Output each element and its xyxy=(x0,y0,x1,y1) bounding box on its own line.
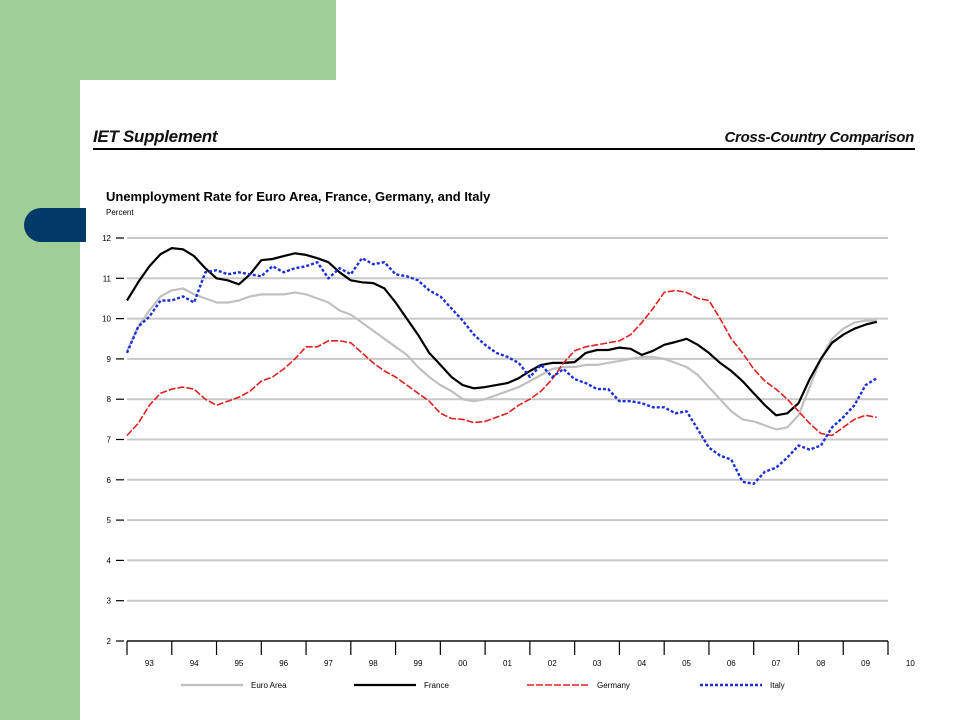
legend-label-euro-area: Euro Area xyxy=(251,681,287,690)
series-line-italy xyxy=(125,257,878,485)
y-tick-label: 9 xyxy=(107,355,112,364)
x-tick-label: 97 xyxy=(324,659,333,668)
x-tick-label: 93 xyxy=(145,659,154,668)
slide-tab-marker xyxy=(24,208,86,242)
x-tick-label: 03 xyxy=(593,659,602,668)
legend-label-france: France xyxy=(424,681,449,690)
x-tick-label: 99 xyxy=(414,659,423,668)
x-tick-label: 06 xyxy=(727,659,736,668)
y-tick-label: 7 xyxy=(107,436,112,445)
chart-title: Unemployment Rate for Euro Area, France,… xyxy=(106,189,491,204)
x-tick-label: 95 xyxy=(234,659,243,668)
y-tick-label: 6 xyxy=(107,476,112,485)
x-tick-label: 01 xyxy=(503,659,512,668)
series-line-france xyxy=(126,247,878,417)
y-tick-label: 5 xyxy=(107,516,112,525)
header-divider xyxy=(93,148,915,150)
y-tick-label: 8 xyxy=(107,395,112,404)
x-tick-label: 94 xyxy=(190,659,199,668)
y-axis-unit-label: Percent xyxy=(106,208,134,217)
y-tick-label: 2 xyxy=(107,637,112,646)
x-tick-label: 10 xyxy=(906,659,915,668)
y-tick-label: 12 xyxy=(102,234,111,243)
series-line-germany xyxy=(126,289,877,437)
x-tick-label: 96 xyxy=(279,659,288,668)
x-tick-label: 02 xyxy=(548,659,557,668)
legend-label-italy: Italy xyxy=(770,681,785,690)
x-tick-label: 09 xyxy=(861,659,870,668)
y-tick-label: 11 xyxy=(103,274,112,283)
header-publication-title: IET Supplement xyxy=(93,127,218,146)
x-tick-label: 07 xyxy=(772,659,781,668)
slide-green-strip xyxy=(0,0,80,720)
header-section-title: Cross-Country Comparison xyxy=(724,129,915,146)
y-tick-label: 10 xyxy=(102,315,111,324)
x-tick-label: 05 xyxy=(682,659,691,668)
x-tick-label: 98 xyxy=(369,659,378,668)
x-tick-label: 04 xyxy=(637,659,646,668)
x-tick-label: 00 xyxy=(458,659,467,668)
y-tick-label: 3 xyxy=(107,597,112,606)
x-tick-label: 08 xyxy=(816,659,825,668)
legend-label-germany: Germany xyxy=(597,681,630,690)
y-tick-label: 4 xyxy=(107,556,112,565)
series-line-euro-area xyxy=(126,287,877,431)
